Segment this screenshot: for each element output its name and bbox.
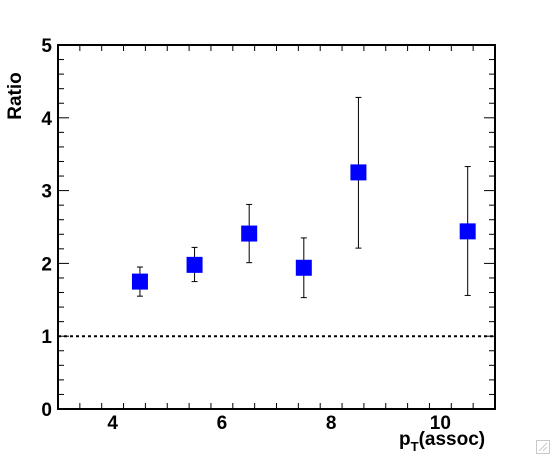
data-point-marker (295, 259, 312, 276)
x-tick-label: 6 (217, 413, 228, 434)
y-axis-title: Ratio (5, 72, 26, 120)
y-tick-label: 3 (41, 182, 52, 203)
x-tick-label: 8 (326, 413, 337, 434)
axis-ticks (57, 44, 496, 410)
data-markers (131, 164, 476, 290)
x-axis-title-tail: (assoc) (419, 429, 486, 450)
x-axis-title-subscript: T (411, 439, 419, 454)
x-axis-title-main: p (399, 429, 411, 450)
y-tick-label: 0 (41, 400, 52, 421)
plot-frame (57, 44, 496, 410)
y-tick-label: 1 (41, 327, 52, 348)
y-tick-label: 4 (41, 109, 52, 130)
data-point-marker (459, 223, 476, 240)
y-tick-label: 2 (41, 254, 52, 275)
x-tick-label: 10 (430, 413, 451, 434)
data-point-marker (350, 164, 367, 181)
data-point-marker (241, 225, 258, 242)
data-point-marker (186, 256, 203, 273)
data-point-marker (131, 273, 148, 290)
x-axis-title: pT(assoc) (399, 429, 485, 454)
y-tick-label: 5 (41, 36, 52, 57)
x-tick-label: 4 (107, 413, 118, 434)
resize-corner-icon (536, 440, 550, 454)
tick-labels: 4 6 8 10 0 1 2 3 4 5 (41, 36, 451, 434)
